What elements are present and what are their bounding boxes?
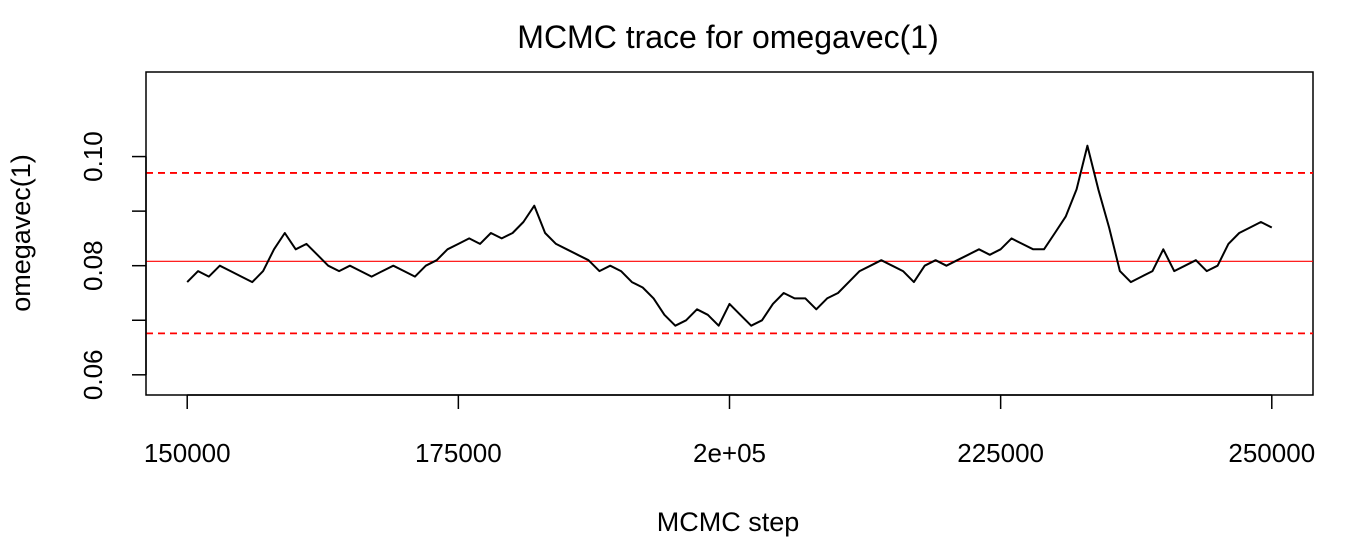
x-tick-label: 150000 <box>144 438 231 468</box>
y-tick-label: 0.08 <box>78 240 108 291</box>
y-tick-label: 0.10 <box>78 131 108 182</box>
plot-area <box>145 71 1314 396</box>
x-tick-label: 175000 <box>415 438 502 468</box>
x-tick-label: 250000 <box>1228 438 1315 468</box>
trace-series <box>186 144 1273 327</box>
trace-line-0 <box>186 144 1273 327</box>
y-axis-label: omegavec(1) <box>6 154 36 312</box>
chart-title: MCMC trace for omegavec(1) <box>517 19 938 55</box>
reference-lines <box>146 172 1313 335</box>
y-axis: 0.06 0.08 0.10 <box>78 131 147 400</box>
x-axis-label: MCMC step <box>657 507 800 537</box>
x-tick-label: 225000 <box>957 438 1044 468</box>
x-axis: 150000 175000 2e+05 225000 250000 <box>144 394 1315 468</box>
y-tick-label: 0.06 <box>78 349 108 400</box>
x-tick-label: 2e+05 <box>693 438 766 468</box>
